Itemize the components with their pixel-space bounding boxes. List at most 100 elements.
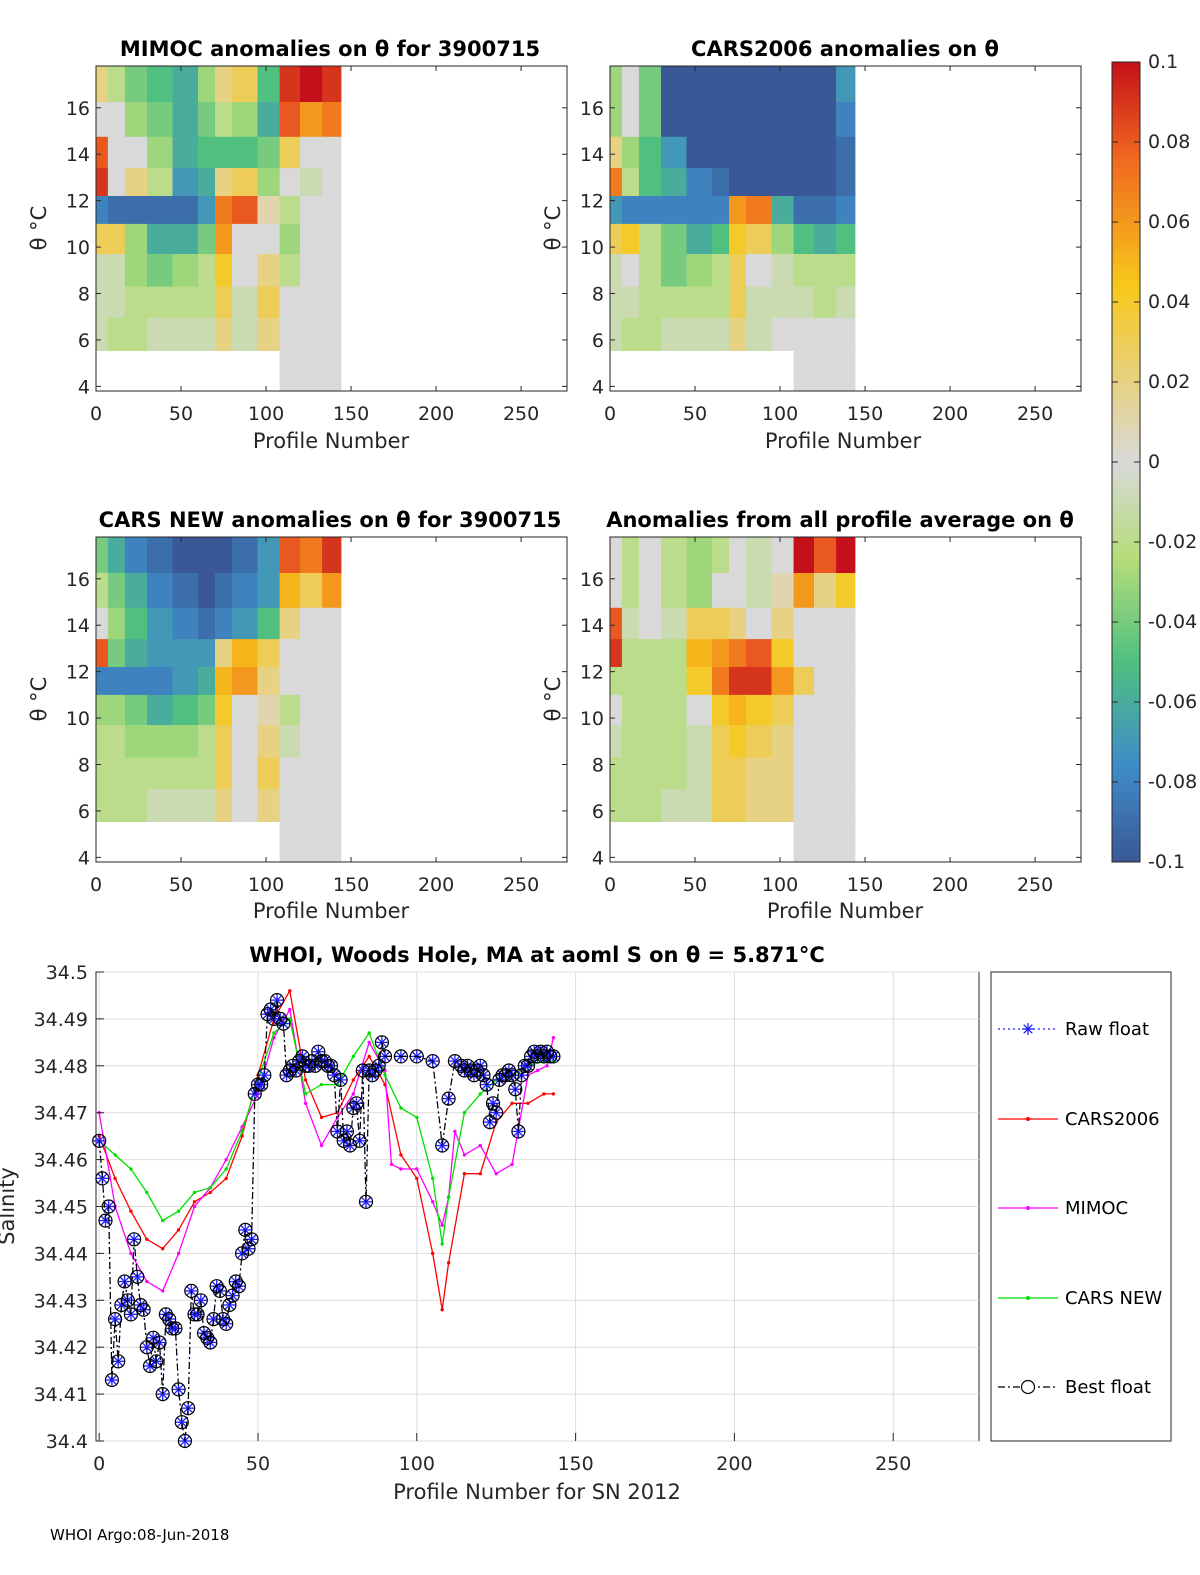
heatmap-cell [746, 66, 773, 103]
best-float-point [155, 1386, 170, 1402]
heatmap-cell [793, 254, 815, 288]
heatmap-cell [279, 254, 301, 288]
cars-new-point [161, 1218, 165, 1223]
mimoc-panel-ylabel: θ °C [27, 206, 51, 251]
heatmap-cell [147, 196, 174, 225]
cars2006-point [440, 1308, 444, 1312]
heatmap-cell [836, 168, 856, 197]
mimoc-point [319, 1143, 324, 1148]
heatmap-cell [198, 573, 216, 609]
raw-float-point [194, 1294, 207, 1307]
heatmap-cell [300, 639, 323, 668]
heatmap-cell [793, 286, 815, 319]
heatmap-cell [232, 667, 259, 696]
heatmap-cell [814, 573, 837, 609]
heatmap-cell [147, 667, 174, 696]
heatmap-cell [215, 788, 233, 822]
y-tick-label: 16 [66, 98, 90, 120]
heatmap-cell [746, 102, 773, 138]
heatmap-cell [279, 757, 301, 790]
heatmap-cell [300, 136, 323, 169]
legend-label-raw-float: Raw float [1065, 1019, 1149, 1040]
x-tick-label: 100 [762, 403, 798, 425]
y-tick-label: 4 [78, 847, 90, 869]
heatmap-cell [107, 757, 126, 790]
heatmap-cell [198, 757, 216, 790]
heatmap-cell [300, 223, 323, 255]
heatmap-cell [771, 223, 795, 255]
heatmap-cell [836, 725, 856, 759]
heatmap-cell [198, 286, 216, 319]
heatmap-cell [279, 821, 301, 863]
x-tick-label: 0 [93, 1453, 105, 1475]
heatmap-cell [746, 757, 773, 790]
salinity-chart-xlabel: Profile Number for SN 2012 [393, 1480, 681, 1504]
heatmap-cell [279, 639, 301, 668]
best-float-point [323, 1058, 339, 1073]
heatmap-cell [746, 168, 773, 197]
y-tick-label: 14 [66, 615, 90, 637]
heatmap-cell [686, 317, 713, 351]
heatmap-cell [712, 639, 730, 668]
profile-average-panel-title: Anomalies from all profile average on θ [606, 508, 1074, 532]
heatmap-cell [322, 66, 342, 103]
heatmap-cell [107, 66, 126, 103]
heatmap-cell [712, 788, 730, 822]
x-tick-label: 150 [847, 874, 883, 896]
heatmap-cell [836, 694, 856, 726]
best-float-point [203, 1335, 218, 1350]
heatmap-cell [771, 757, 795, 790]
heatmap-cell [814, 788, 837, 822]
mimoc-point [440, 1223, 444, 1228]
heatmap-cell [124, 168, 148, 197]
profile-average-panel-frame [609, 536, 1082, 863]
cars-new-point [129, 1167, 133, 1171]
heatmap-cell [279, 607, 301, 640]
heatmap-cell [232, 196, 259, 225]
mimoc-point [351, 1092, 355, 1096]
x-tick-label: 250 [503, 403, 539, 425]
mimoc-point [145, 1279, 149, 1284]
cars2006-point [462, 1172, 467, 1176]
mimoc-point [415, 1167, 419, 1171]
heatmap-cell [172, 136, 199, 169]
raw-float-point [175, 1416, 188, 1429]
heatmap-cell [712, 607, 730, 640]
heatmap-cell [661, 168, 688, 197]
heatmap-cell [215, 537, 233, 574]
heatmap-cell [232, 223, 259, 255]
heatmap-cell [712, 537, 730, 574]
best-float-point [476, 1068, 491, 1083]
x-tick-label: 100 [399, 1453, 435, 1475]
heatmap-cell [198, 537, 216, 574]
heatmap-cell [610, 168, 623, 197]
heatmap-cell [172, 317, 199, 351]
heatmap-cell [661, 607, 688, 640]
heatmap-cell [621, 317, 640, 351]
heatmap-cell [96, 168, 109, 197]
heatmap-cell [621, 667, 640, 696]
heatmap-cell [638, 694, 662, 726]
heatmap-cell [814, 757, 837, 790]
cars2006-point [431, 1251, 435, 1256]
heatmap-cell [686, 639, 713, 668]
heatmap-cell [279, 350, 301, 392]
x-tick-label: 100 [248, 874, 284, 896]
heatmap-cell [661, 667, 688, 696]
y-tick-label: 8 [78, 755, 90, 777]
mimoc-point [367, 1040, 371, 1045]
cars-new-point [446, 1195, 451, 1199]
heatmap-cell [172, 168, 199, 197]
heatmap-cell [746, 196, 773, 225]
heatmap-cell [172, 607, 199, 640]
cars-new-panel-frame [95, 536, 568, 863]
heatmap-cell [661, 757, 688, 790]
heatmap-cell [793, 223, 815, 255]
heatmap-cell [712, 667, 730, 696]
heatmap-cell [300, 821, 323, 863]
heatmap-cell [107, 317, 126, 351]
mimoc-point [192, 1204, 197, 1209]
heatmap-cell [232, 286, 259, 319]
heatmap-cell [232, 317, 259, 351]
colorbar-tick-label: 0.02 [1148, 371, 1190, 393]
